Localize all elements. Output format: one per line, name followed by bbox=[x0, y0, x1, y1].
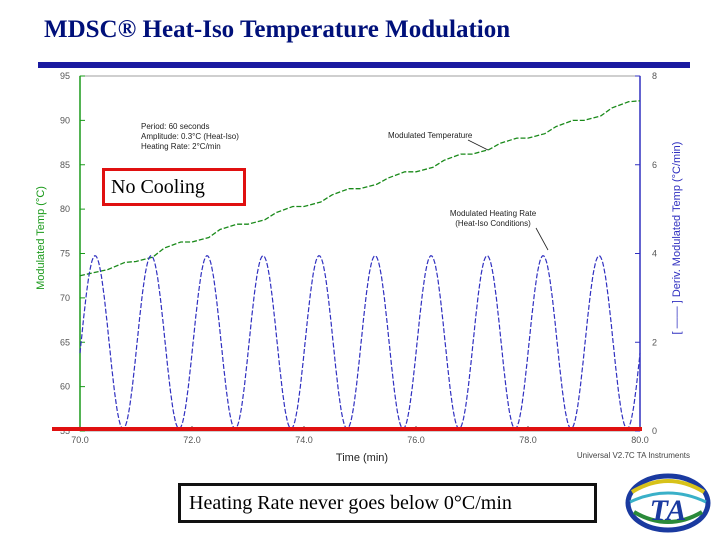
rate-annotation-line-1: Modulated Heating Rate bbox=[450, 209, 537, 218]
y-tick-label-right: 4 bbox=[652, 249, 657, 259]
logo-text: TA bbox=[650, 494, 687, 527]
temp-annotation-arrow bbox=[467, 139, 489, 151]
x-tick-label: 72.0 bbox=[183, 435, 201, 445]
y-tick-label-left: 60 bbox=[60, 382, 70, 392]
y-tick-label-left: 70 bbox=[60, 293, 70, 303]
rate-annotation-arrow bbox=[535, 227, 549, 251]
series-modulated-temperature bbox=[79, 100, 641, 277]
x-tick-label: 76.0 bbox=[407, 435, 425, 445]
y-tick-label-left: 65 bbox=[60, 337, 70, 347]
y-tick-label-right: 6 bbox=[652, 160, 657, 170]
no-cooling-label: No Cooling bbox=[102, 168, 246, 206]
x-tick-label: 74.0 bbox=[295, 435, 313, 445]
rate-annotation-line-2: (Heat-Iso Conditions) bbox=[455, 219, 531, 228]
y-tick-label-left: 90 bbox=[60, 115, 70, 125]
temp-annotation: Modulated Temperature bbox=[388, 131, 473, 140]
x-axis-label: Time (min) bbox=[336, 452, 388, 464]
param-line-2: Amplitude: 0.3°C (Heat-Iso) bbox=[141, 132, 239, 141]
slide-title: MDSC® Heat-Iso Temperature Modulation bbox=[44, 16, 511, 43]
y-tick-label-left: 95 bbox=[60, 71, 70, 81]
y-tick-label-left: 75 bbox=[60, 249, 70, 259]
x-tick-label: 80.0 bbox=[631, 435, 649, 445]
param-line-1: Period: 60 seconds bbox=[141, 122, 210, 131]
y-tick-label-right: 8 bbox=[652, 71, 657, 81]
y-axis-label-right: [ —— ] Deriv. Modulated Temp (°C/min) bbox=[671, 142, 683, 335]
heating-rate-note: Heating Rate never goes below 0°C/min bbox=[178, 483, 597, 523]
y-tick-label-right: 2 bbox=[652, 337, 657, 347]
ta-logo: TA bbox=[625, 473, 711, 533]
y-tick-label-left: 85 bbox=[60, 160, 70, 170]
param-line-3: Heating Rate: 2°C/min bbox=[141, 142, 221, 151]
title-underline bbox=[38, 62, 690, 68]
footer-text: Universal V2.7C TA Instruments bbox=[577, 451, 690, 460]
y-tick-label-left: 80 bbox=[60, 204, 70, 214]
y-axis-label-left: Modulated Temp (°C) bbox=[35, 186, 47, 290]
x-tick-label: 78.0 bbox=[519, 435, 537, 445]
x-tick-label: 70.0 bbox=[71, 435, 89, 445]
series-modulated-heating-rate bbox=[79, 255, 641, 430]
y-tick-label-right: 0 bbox=[652, 426, 657, 436]
